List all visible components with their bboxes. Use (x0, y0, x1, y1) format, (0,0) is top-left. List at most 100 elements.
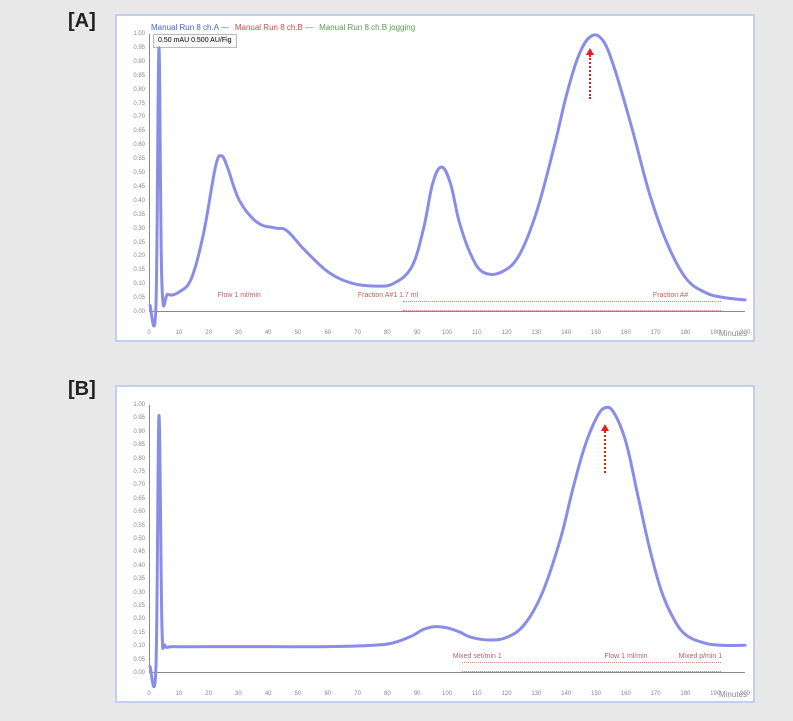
y-tick: 0.05 (133, 657, 145, 663)
y-tick: 0.85 (133, 442, 145, 448)
x-tick: 20 (205, 691, 212, 697)
chart-a-annotation-3: Fraction A# (653, 292, 688, 299)
x-tick: 110 (472, 691, 482, 697)
y-tick: 0.45 (133, 184, 145, 190)
chart-a-annotation-1: Flow 1 ml/min (218, 292, 261, 299)
chart-a-plot: Flow 1 ml/min Fraction A#1 1.7 ml Fracti… (149, 34, 745, 312)
panel-label-a: [A] (68, 10, 96, 33)
y-tick: 0.70 (133, 114, 145, 120)
y-tick: 1.00 (133, 31, 145, 37)
x-tick: 160 (621, 691, 631, 697)
x-tick: 110 (472, 330, 482, 336)
x-tick: 80 (384, 330, 391, 336)
x-tick: 180 (680, 691, 690, 697)
x-tick: 10 (175, 691, 182, 697)
y-tick: 0.25 (133, 240, 145, 246)
x-tick: 150 (591, 330, 601, 336)
x-tick: 10 (175, 330, 182, 336)
y-tick: 0.55 (133, 523, 145, 529)
x-tick: 180 (680, 330, 690, 336)
chart-b-fraction-band (462, 662, 721, 672)
page: [A] Manual Run 8 ch.A — Manual Run 8 ch.… (0, 0, 793, 721)
y-tick: 0.15 (133, 267, 145, 273)
x-tick: 90 (414, 330, 421, 336)
x-tick: 100 (442, 691, 452, 697)
x-tick: 100 (442, 330, 452, 336)
panel-label-b: [B] (68, 378, 96, 401)
y-tick: 0.65 (133, 128, 145, 134)
x-tick: 160 (621, 330, 631, 336)
x-tick: 170 (651, 691, 661, 697)
y-tick: 0.15 (133, 630, 145, 636)
x-tick: 70 (354, 330, 361, 336)
x-tick: 20 (205, 330, 212, 336)
x-tick: 90 (414, 691, 421, 697)
y-tick: 0.75 (133, 101, 145, 107)
y-tick: 0.80 (133, 456, 145, 462)
y-tick: 0.00 (133, 670, 145, 676)
y-tick: 0.50 (133, 536, 145, 542)
y-tick: 0.30 (133, 590, 145, 596)
y-tick: 0.60 (133, 142, 145, 148)
x-tick: 0 (147, 330, 150, 336)
chart-a-x-ticks: 0102030405060708090100110120130140150160… (149, 324, 745, 336)
chart-a-x-label: Minutes (719, 329, 747, 338)
y-tick: 0.00 (133, 309, 145, 315)
y-tick: 0.70 (133, 482, 145, 488)
y-tick: 0.65 (133, 496, 145, 502)
x-tick: 150 (591, 691, 601, 697)
y-tick: 1.00 (133, 402, 145, 408)
y-tick: 0.95 (133, 45, 145, 51)
y-tick: 0.30 (133, 226, 145, 232)
x-tick: 130 (531, 691, 541, 697)
x-tick: 120 (502, 330, 512, 336)
x-tick: 60 (324, 330, 331, 336)
x-tick: 60 (324, 691, 331, 697)
x-tick: 120 (502, 691, 512, 697)
y-tick: 0.05 (133, 295, 145, 301)
chart-b-plot: Mixed set/min 1 Flow 1 ml/min Mixed p/mi… (149, 405, 745, 673)
x-tick: 40 (265, 691, 272, 697)
y-tick: 0.35 (133, 212, 145, 218)
y-tick: 0.85 (133, 73, 145, 79)
chart-b-annotation-2: Flow 1 ml/min (604, 653, 647, 660)
y-tick: 0.40 (133, 198, 145, 204)
x-tick: 80 (384, 691, 391, 697)
chart-b-x-label: Minutes (719, 690, 747, 699)
chart-a-legend: Manual Run 8 ch.A — Manual Run 8 ch.B — … (151, 20, 743, 34)
y-tick: 0.10 (133, 281, 145, 287)
chart-b-annotation-1: Mixed set/min 1 (453, 653, 502, 660)
y-tick: 0.90 (133, 59, 145, 65)
x-tick: 70 (354, 691, 361, 697)
y-tick: 0.90 (133, 429, 145, 435)
x-tick: 0 (147, 691, 150, 697)
y-tick: 0.20 (133, 616, 145, 622)
y-tick: 0.20 (133, 253, 145, 259)
y-tick: 0.60 (133, 509, 145, 515)
chart-b-curve (150, 405, 745, 672)
legend-item-blue: Manual Run 8 ch.A — (151, 23, 229, 32)
x-tick: 140 (561, 691, 571, 697)
chart-a-frame: Manual Run 8 ch.A — Manual Run 8 ch.B — … (115, 14, 755, 342)
x-tick: 50 (295, 691, 302, 697)
y-tick: 0.25 (133, 603, 145, 609)
y-tick: 0.95 (133, 415, 145, 421)
x-tick: 50 (295, 330, 302, 336)
legend-item-green: Manual Run 8 ch.B jogging (319, 23, 415, 32)
legend-item-red: Manual Run 8 ch.B — (235, 23, 313, 32)
x-tick: 40 (265, 330, 272, 336)
x-tick: 30 (235, 691, 242, 697)
chart-b-y-ticks: 0.000.050.100.150.200.250.300.350.400.45… (121, 405, 147, 673)
chart-a-annotation-2: Fraction A#1 1.7 ml (358, 292, 418, 299)
y-tick: 0.75 (133, 469, 145, 475)
x-tick: 30 (235, 330, 242, 336)
x-tick: 170 (651, 330, 661, 336)
x-tick: 130 (531, 330, 541, 336)
y-tick: 0.35 (133, 576, 145, 582)
chart-a-fraction-band (403, 301, 721, 311)
y-tick: 0.40 (133, 563, 145, 569)
chart-b-frame: 0.000.050.100.150.200.250.300.350.400.45… (115, 385, 755, 703)
chart-b-x-ticks: 0 10 20 30 40 50 60 70 80 90 100 110 120 130 140 150 160… (149, 685, 745, 697)
y-tick: 0.10 (133, 643, 145, 649)
y-tick: 0.50 (133, 170, 145, 176)
